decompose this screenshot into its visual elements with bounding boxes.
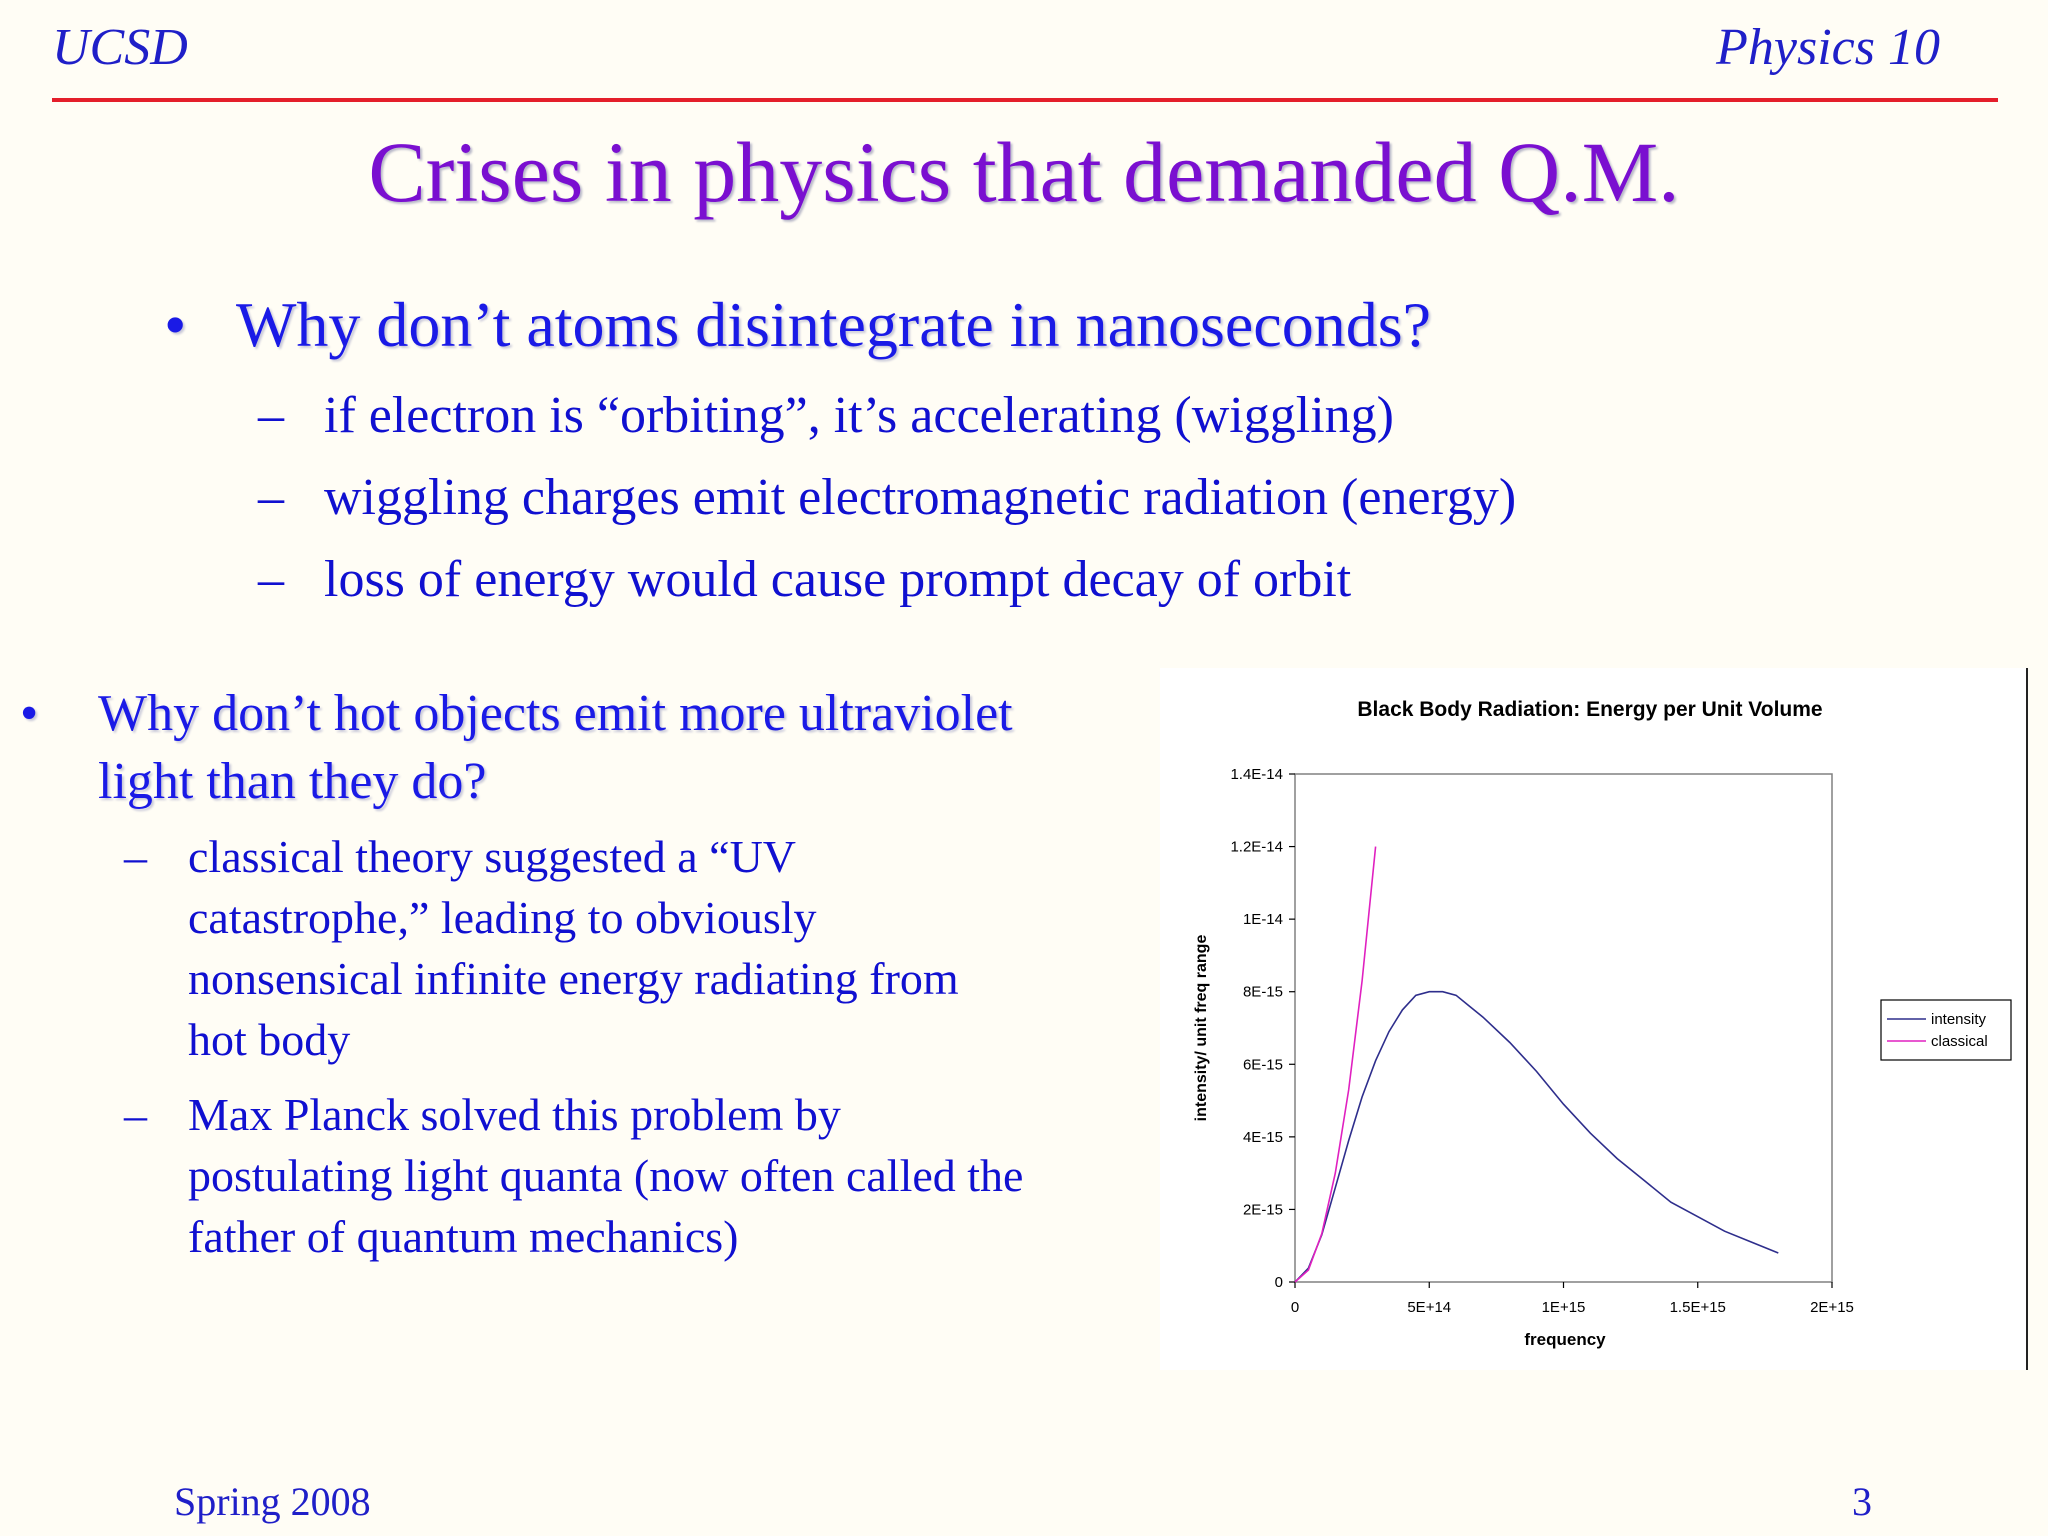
chart-legend: intensity classical xyxy=(1880,999,2012,1061)
bullet-ultraviolet: • Why don’t hot objects emit more ultrav… xyxy=(20,680,1013,816)
legend-label: intensity xyxy=(1931,1011,1987,1028)
sub-bullet-text: wiggling charges emit electromagnetic ra… xyxy=(324,469,1517,526)
sub-bullet-text: if electron is “orbiting”, it’s accelera… xyxy=(324,387,1394,444)
sub-bullet-planck: – Max Planck solved this problem by post… xyxy=(124,1084,1024,1267)
series-line-classical xyxy=(1294,846,1377,1283)
y-tick-label: 6E-15 xyxy=(1243,1056,1283,1073)
chart-title: Black Body Radiation: Energy per Unit Vo… xyxy=(1357,698,1822,721)
bullet-marker: • xyxy=(164,289,187,360)
sub-bullet-line: nonsensical infinite energy radiating fr… xyxy=(188,953,959,1004)
dash-marker: – xyxy=(258,551,284,608)
header-course: Physics 10 xyxy=(1716,19,1940,76)
x-tick-label: 2E+15 xyxy=(1810,1299,1854,1316)
y-tick-label: 1.4E-14 xyxy=(1230,766,1283,783)
header-rule xyxy=(52,98,1998,102)
header-institution: UCSD xyxy=(52,19,188,76)
blackbody-chart: Black Body Radiation: Energy per Unit Vo… xyxy=(1193,698,2012,1349)
sub-bullet-line: classical theory suggested a “UV xyxy=(188,831,797,882)
footer-date: Spring 2008 xyxy=(174,1479,371,1524)
sub-bullet-decay: – loss of energy would cause prompt deca… xyxy=(258,550,1352,609)
sub-bullet-line: Max Planck solved this problem by xyxy=(188,1089,841,1140)
y-tick-label: 4E-15 xyxy=(1243,1129,1283,1146)
plot-area xyxy=(1294,773,1833,1283)
x-axis: 0 5E+14 1E+15 1.5E+15 2E+15 xyxy=(1291,1282,1854,1316)
y-axis: 0 2E-15 4E-15 6E-15 8E-15 1E-14 1.2E-14 1.4E-14 xyxy=(1230,766,1295,1291)
y-tick-label: 8E-15 xyxy=(1243,984,1283,1001)
dash-marker: – xyxy=(124,1089,147,1140)
dash-marker: – xyxy=(258,387,284,444)
y-tick-label: 2E-15 xyxy=(1243,1201,1283,1218)
x-tick-label: 1E+15 xyxy=(1542,1299,1586,1316)
dash-marker: – xyxy=(258,469,284,526)
sub-bullet-text: loss of energy would cause prompt decay … xyxy=(324,551,1352,608)
legend-box xyxy=(1880,999,2012,1061)
x-axis-label: frequency xyxy=(1524,1330,1606,1349)
y-tick-label: 1.2E-14 xyxy=(1230,839,1283,856)
series-layer xyxy=(1294,846,1779,1283)
page-number: 3 xyxy=(1852,1479,1872,1524)
sub-bullet-line: hot body xyxy=(188,1014,351,1065)
y-tick-label: 0 xyxy=(1275,1274,1283,1291)
dash-marker: – xyxy=(124,831,147,882)
sub-bullet-orbiting: – if electron is “orbiting”, it’s accele… xyxy=(258,386,1394,445)
chart-border xyxy=(2026,668,2028,1370)
x-tick-label: 1.5E+15 xyxy=(1670,1299,1726,1316)
series-line-intensity xyxy=(1294,990,1779,1283)
slide-title: Crises in physics that demanded Q.M. xyxy=(368,124,1680,220)
sub-bullet-line: postulating light quanta (now often call… xyxy=(188,1150,1024,1201)
y-axis-label: intensity/ unit freq range xyxy=(1193,935,1210,1122)
sub-bullet-line: father of quantum mechanics) xyxy=(188,1211,739,1262)
x-tick-label: 5E+14 xyxy=(1407,1299,1451,1316)
sub-bullet-uv-catastrophe: – classical theory suggested a “UV catas… xyxy=(124,826,959,1070)
y-tick-label: 1E-14 xyxy=(1243,911,1283,928)
bullet-atoms-text: Why don’t atoms disintegrate in nanoseco… xyxy=(236,289,1431,360)
x-tick-label: 0 xyxy=(1291,1299,1299,1316)
bullet-marker: • xyxy=(20,685,39,742)
legend-label: classical xyxy=(1931,1033,1988,1050)
bullet-ultraviolet-line: light than they do? xyxy=(98,753,487,810)
bullet-ultraviolet-line: Why don’t hot objects emit more ultravio… xyxy=(98,685,1013,742)
bullet-atoms: • Why don’t atoms disintegrate in nanose… xyxy=(164,288,1431,362)
chart-panel: Black Body Radiation: Energy per Unit Vo… xyxy=(1160,668,2028,1370)
sub-bullet-radiation: – wiggling charges emit electromagnetic … xyxy=(258,468,1517,527)
sub-bullet-line: catastrophe,” leading to obviously xyxy=(188,892,817,943)
